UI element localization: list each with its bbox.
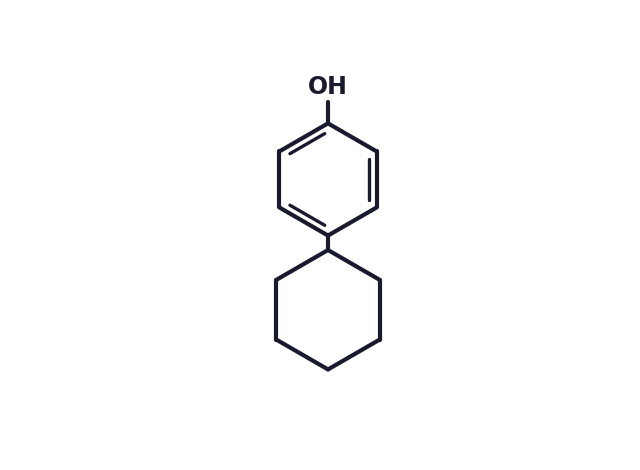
Text: OH: OH (308, 76, 348, 100)
